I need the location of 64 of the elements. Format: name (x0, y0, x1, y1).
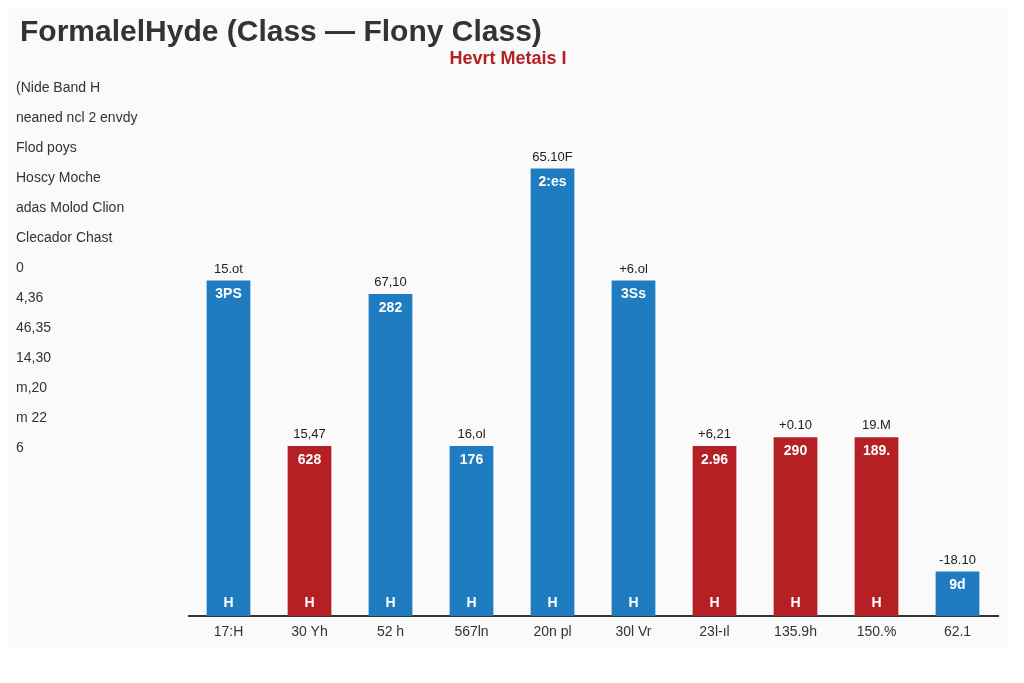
annotation: 2.96 (700, 450, 729, 467)
bar (368, 293, 413, 617)
text: adas Molod Clion (16, 199, 126, 215)
text: Clecador Chast (16, 229, 114, 245)
annotation: 282 (378, 298, 403, 315)
bar (449, 446, 494, 617)
text: Flod poys (16, 139, 78, 155)
x-tick-label: 23l-ıl (699, 623, 730, 640)
annotation: 65.10F (532, 148, 573, 164)
bar (611, 280, 656, 617)
annotation: +6.ol (619, 260, 648, 276)
annotation: 3PS (215, 285, 242, 302)
x-tick-label: 30l Vr (615, 623, 652, 640)
annotation: 189. (862, 441, 891, 458)
chart-subtitle: Hevrt Metais I (448, 48, 568, 69)
text: m 22 (16, 409, 49, 425)
x-tick-label: 52 h (376, 623, 405, 640)
text: (Nide Band H (16, 79, 102, 95)
x-tick-label: 62.1 (943, 623, 972, 640)
annotation: 15,47 (293, 426, 326, 442)
text: 6 (16, 439, 25, 455)
annotation: H (628, 594, 639, 611)
annotation: +0.10 (779, 417, 812, 433)
annotation: 67,10 (374, 273, 407, 289)
bar (854, 437, 899, 617)
x-tick-label: 17:H (213, 623, 244, 640)
annotation: 290 (783, 441, 808, 458)
annotation: 15.ot (214, 260, 244, 276)
text: 46,35 (16, 319, 53, 335)
text: 0 (16, 259, 25, 275)
bar (773, 437, 818, 617)
text: 4,36 (16, 289, 45, 305)
annotation: 3Ss (621, 285, 647, 302)
chart-title: FormalelHyde (Class — Flony Class) (19, 13, 543, 48)
annotation: H (304, 594, 315, 611)
text: Hoscy Moche (16, 169, 102, 185)
x-tick-label: 150.% (856, 623, 897, 640)
annotation: 176 (459, 450, 484, 467)
annotation: H (547, 594, 558, 611)
annotation: H (385, 594, 396, 611)
x-tick-label: 30 Yh (291, 623, 328, 640)
annotation: H (223, 594, 234, 611)
text: neaned ncl 2 envdy (16, 109, 139, 125)
bar (206, 280, 251, 617)
bar (692, 446, 737, 617)
text: m,20 (16, 379, 49, 395)
annotation: 628 (297, 450, 322, 467)
annotation: H (871, 594, 882, 611)
text: 14,30 (16, 349, 53, 365)
annotation: 16,ol (457, 426, 486, 442)
annotation: +6,21 (698, 426, 731, 442)
bar (287, 446, 332, 617)
annotation: H (466, 594, 477, 611)
x-tick-label: 135.9h (774, 623, 817, 640)
x-tick-label: 567ln (454, 623, 489, 640)
annotation: H (790, 594, 801, 611)
annotation: H (709, 594, 720, 611)
annotation: -18.10 (939, 551, 976, 567)
annotation: 9d (949, 576, 966, 593)
bar (935, 571, 980, 617)
x-tick-label: 20n pl (533, 623, 572, 640)
bar (530, 168, 575, 617)
annotation: 2:es (538, 173, 567, 190)
annotation: 19.M (862, 417, 891, 433)
